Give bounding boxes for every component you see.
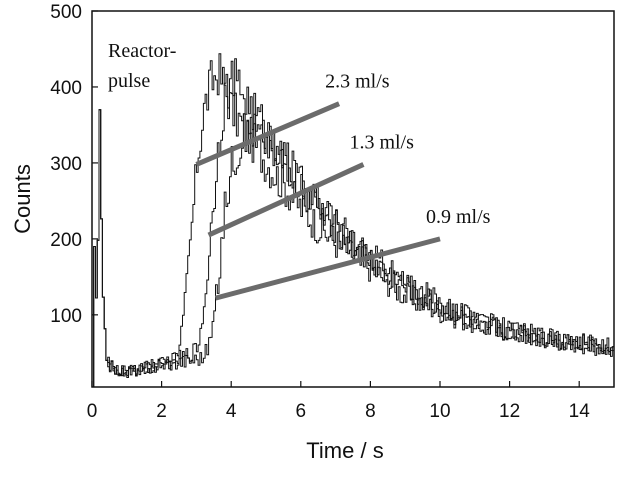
- y-tick-label: 500: [50, 2, 82, 23]
- x-tick-label: 10: [429, 401, 450, 422]
- marker-layer: [195, 101, 441, 301]
- series-layer: [92, 53, 615, 388]
- flow-rate-marker-line: [214, 236, 441, 301]
- x-tick-label: 12: [499, 401, 520, 422]
- y-tick-label: 400: [50, 78, 82, 99]
- x-axis-title: Time / s: [306, 438, 383, 463]
- x-tick-label: 8: [365, 401, 376, 422]
- label-layer: 2.3 ml/s 1.3 ml/s 0.9 ml/s: [325, 71, 491, 228]
- y-tick-label: 200: [50, 230, 82, 251]
- flow-rate-label: 2.3 ml/s: [325, 71, 390, 93]
- x-tick-label: 0: [87, 401, 98, 422]
- y-tick-label: 100: [50, 306, 82, 327]
- x-tick-label: 4: [226, 401, 237, 422]
- tick-layer: 0 2 4 6 8 10 12 14 100 200 300 400 500: [50, 2, 590, 422]
- plot-frame: [91, 10, 615, 388]
- x-tick-label: 14: [569, 401, 591, 422]
- y-tick-label: 300: [50, 154, 82, 175]
- flow-rate-label: 0.9 ml/s: [426, 206, 491, 228]
- x-tick-label: 2: [156, 401, 167, 422]
- reactor-pulse-annotation-line1: Reactor-: [108, 40, 176, 62]
- reactor-pulse-annotation-line2: pulse: [108, 70, 150, 92]
- x-tick-label: 6: [296, 401, 307, 422]
- flow-rate-label: 1.3 ml/s: [349, 131, 414, 153]
- y-axis-title: Counts: [10, 164, 35, 234]
- series-trace: [92, 109, 615, 388]
- flow-rate-marker-line: [207, 162, 365, 238]
- flow-rate-marker-line: [195, 101, 341, 167]
